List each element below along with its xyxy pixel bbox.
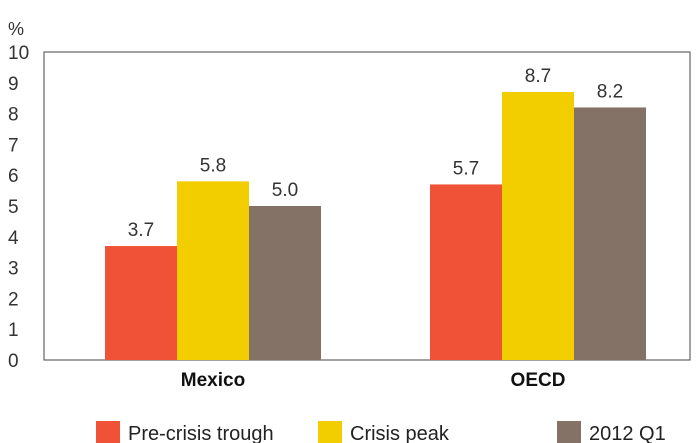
bars xyxy=(105,92,646,360)
y-tick-label: 9 xyxy=(8,74,19,95)
bar-oecd-2 xyxy=(574,107,646,360)
legend-swatch xyxy=(557,421,581,443)
plot-frame xyxy=(43,51,691,361)
legend-label: Crisis peak xyxy=(350,423,450,443)
legend-label: Pre-crisis trough xyxy=(128,423,274,443)
y-tick-label: 1 xyxy=(8,320,19,341)
y-tick-label: 4 xyxy=(8,228,19,249)
y-tick-label: 2 xyxy=(8,289,19,310)
y-axis: 0 1 2 3 4 5 6 7 8 9 10 xyxy=(8,43,29,372)
bar-data-labels: 3.7 5.8 5.0 5.7 8.7 8.2 xyxy=(128,66,623,241)
legend-swatch xyxy=(96,421,120,443)
legend-swatch xyxy=(318,421,342,443)
legend-label: 2012 Q1 xyxy=(589,423,666,443)
y-tick-label: 10 xyxy=(8,43,29,64)
y-tick-label: 3 xyxy=(8,259,19,280)
bar-mexico-0 xyxy=(105,246,177,360)
y-axis-unit: % xyxy=(8,19,24,39)
bar-value-label: 8.7 xyxy=(525,66,551,87)
y-tick-label: 8 xyxy=(8,105,19,126)
bar-oecd-1 xyxy=(502,92,574,360)
bar-oecd-0 xyxy=(430,184,502,360)
y-tick-label: 5 xyxy=(8,197,19,218)
legend: Pre-crisis trough Crisis peak 2012 Q1 xyxy=(96,421,666,443)
bar-value-label: 5.8 xyxy=(200,155,226,176)
y-tick-label: 7 xyxy=(8,135,19,156)
bar-value-label: 5.7 xyxy=(453,158,479,179)
x-axis: Mexico OECD xyxy=(181,370,566,391)
plot-border xyxy=(43,51,691,361)
bar-value-label: 5.0 xyxy=(272,180,298,201)
y-tick-label: 6 xyxy=(8,166,19,187)
category-label-mexico: Mexico xyxy=(181,370,245,391)
bar-value-label: 8.2 xyxy=(597,81,623,102)
bar-value-label: 3.7 xyxy=(128,220,154,241)
y-tick-label: 0 xyxy=(8,351,19,372)
bar-mexico-1 xyxy=(177,181,249,360)
category-label-oecd: OECD xyxy=(511,370,566,391)
bar-mexico-2 xyxy=(249,206,321,360)
